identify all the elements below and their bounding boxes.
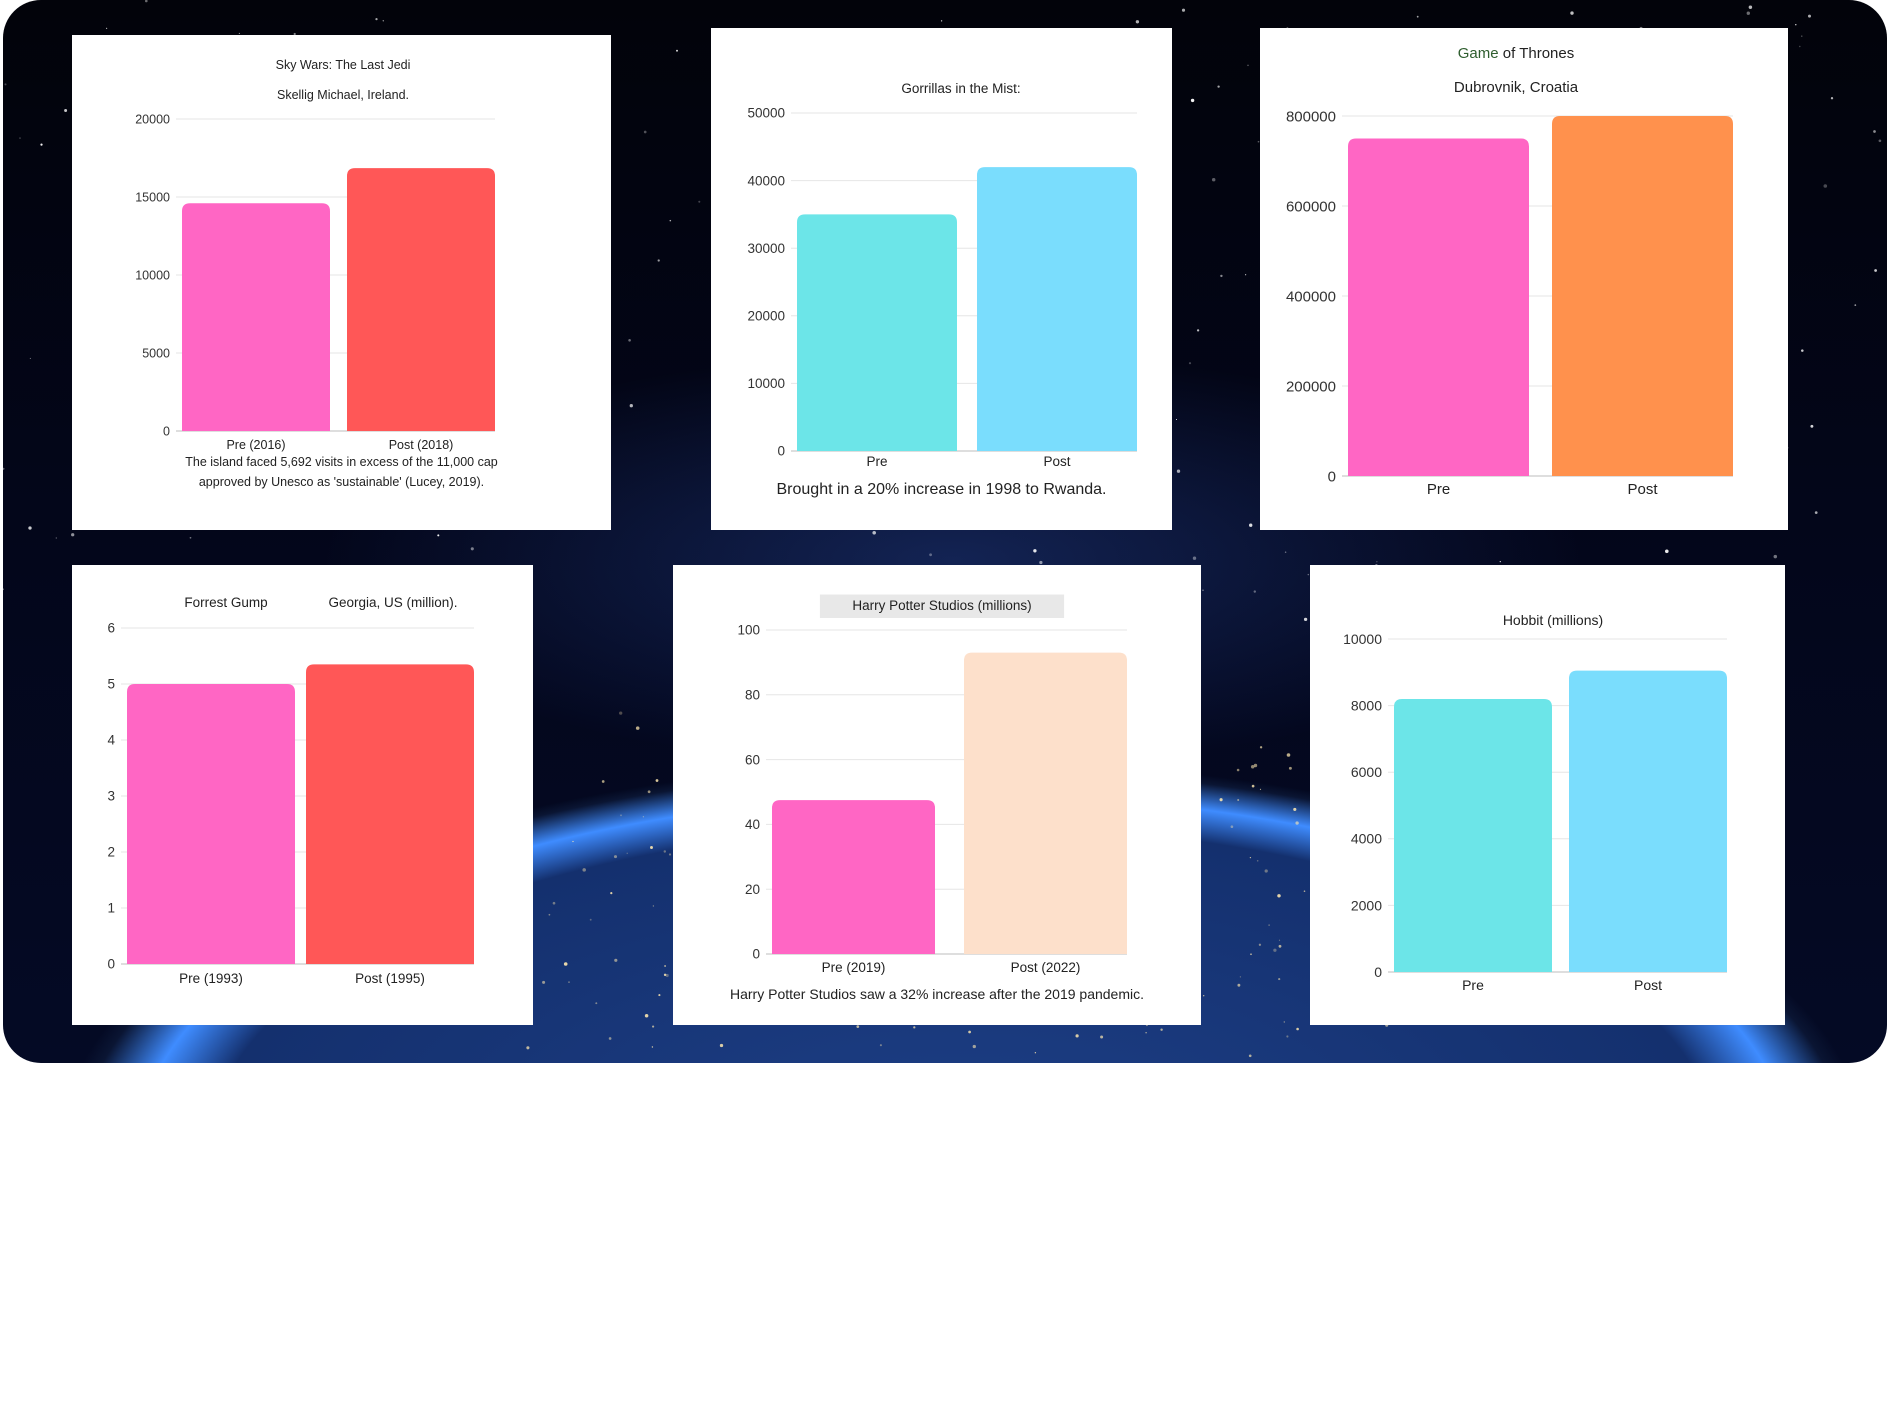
bar-pre xyxy=(182,203,330,431)
bar-post xyxy=(977,167,1137,451)
chart-panel-gorrillas: 0 10000 20000 30000 40000 50000 Pre Post Gorrill… xyxy=(711,28,1172,530)
x-category-label: Pre (2016) xyxy=(226,438,285,452)
chart-panel-game-of-thrones: 0 200000 400000 600000 800000 Pre Post Game of … xyxy=(1260,28,1788,530)
x-category-label: Post xyxy=(1634,977,1662,993)
y-tick-label: 15000 xyxy=(135,190,170,204)
bar-chart: 0 2000 4000 6000 8000 10000 Pre Post Hobbit (mil… xyxy=(1343,612,1727,993)
y-tick-label: 0 xyxy=(1374,964,1382,980)
y-tick-label: 5000 xyxy=(142,346,170,360)
bar-post xyxy=(306,664,474,964)
bar-chart: 0 10000 20000 30000 40000 50000 Pre Post Gorrill… xyxy=(747,81,1137,498)
y-tick-label: 200000 xyxy=(1286,378,1336,395)
chart-caption: Brought in a 20% increase in 1998 to Rwa… xyxy=(777,481,1107,498)
x-category-label: Pre (1993) xyxy=(179,971,243,986)
y-tick-label: 400000 xyxy=(1286,288,1336,305)
x-category-label: Post (2018) xyxy=(389,438,454,452)
y-tick-label: 0 xyxy=(107,957,115,972)
bar-chart: 0 20 40 60 80 100 Pre (2019) Post (2022) Harry P… xyxy=(730,594,1144,1002)
y-tick-label: 2000 xyxy=(1351,897,1382,913)
y-tick-label: 8000 xyxy=(1351,698,1382,714)
title-highlight xyxy=(819,594,1065,618)
y-tick-label: 10000 xyxy=(135,268,170,282)
bar-chart: 0 5000 10000 15000 20000 Pre (2016) Post (2018… xyxy=(135,58,498,489)
bar-pre xyxy=(1394,698,1552,972)
y-tick-label: 50000 xyxy=(747,106,785,121)
x-category-label: Pre xyxy=(1462,977,1484,993)
chart-caption: approved by Unesco as 'sustainable' (Luc… xyxy=(199,475,484,489)
x-category-label: Post (2022) xyxy=(1011,960,1081,975)
bar-pre xyxy=(1348,138,1529,476)
bar-chart: 0 1 2 3 4 5 6 Pre (1993) Post (1995) Forrest Gump… xyxy=(107,595,474,986)
chart-panel-forrest-gump: 0 1 2 3 4 5 6 Pre (1993) Post (1995) Forrest Gump… xyxy=(72,565,533,1025)
chart-panel-hobbit: 0 2000 4000 6000 8000 10000 Pre Post Hobbit (mil… xyxy=(1310,565,1785,1025)
y-tick-label: 0 xyxy=(777,444,785,459)
chart-panel-harry-potter: 0 20 40 60 80 100 Pre (2019) Post (2022) Harry P… xyxy=(673,565,1201,1025)
y-tick-label: 6000 xyxy=(1351,764,1382,780)
x-category-label: Pre xyxy=(1427,481,1450,498)
y-tick-label: 0 xyxy=(752,947,760,962)
y-tick-label: 600000 xyxy=(1286,198,1336,215)
bar-chart: 0 200000 400000 600000 800000 Pre Post Game of … xyxy=(1286,45,1733,498)
bar-post xyxy=(347,168,495,431)
bar-post xyxy=(964,652,1127,954)
chart-title: Dubrovnik, Croatia xyxy=(1454,79,1579,96)
y-tick-label: 80 xyxy=(745,688,760,703)
bar-post xyxy=(1552,116,1733,476)
bar-pre xyxy=(772,800,935,954)
chart-title: Skellig Michael, Ireland. xyxy=(277,88,409,102)
chart-title: Forrest Gump xyxy=(184,595,267,610)
y-tick-label: 3 xyxy=(107,789,115,804)
y-tick-label: 0 xyxy=(163,424,170,438)
y-tick-label: 5 xyxy=(107,677,115,692)
y-tick-label: 40000 xyxy=(747,173,785,188)
space-background: 0 5000 10000 15000 20000 Pre (2016) Post (2018… xyxy=(3,0,1887,1063)
y-tick-label: 20 xyxy=(745,882,760,897)
x-category-label: Pre (2019) xyxy=(822,960,886,975)
y-tick-label: 1 xyxy=(107,901,115,916)
y-tick-label: 6 xyxy=(107,621,115,636)
y-tick-label: 800000 xyxy=(1286,108,1336,125)
chart-title: Game of Thrones xyxy=(1458,45,1574,62)
x-category-label: Post (1995) xyxy=(355,971,425,986)
y-tick-label: 4 xyxy=(107,733,115,748)
y-tick-label: 4000 xyxy=(1351,831,1382,847)
chart-title: Georgia, US (million). xyxy=(328,595,457,610)
y-tick-label: 0 xyxy=(1328,468,1336,485)
chart-title: Harry Potter Studios (millions) xyxy=(852,598,1031,613)
chart-caption: The island faced 5,692 visits in excess … xyxy=(185,455,498,469)
chart-title: Gorrillas in the Mist: xyxy=(901,81,1020,96)
chart-panel-sky-wars: 0 5000 10000 15000 20000 Pre (2016) Post (2018… xyxy=(72,35,611,530)
y-tick-label: 40 xyxy=(745,817,760,832)
chart-title: Sky Wars: The Last Jedi xyxy=(276,58,411,72)
y-tick-label: 30000 xyxy=(747,241,785,256)
y-tick-label: 10000 xyxy=(747,376,785,391)
x-category-label: Post xyxy=(1627,481,1658,498)
y-tick-label: 2 xyxy=(107,845,115,860)
bar-pre xyxy=(797,214,957,451)
bar-pre xyxy=(127,684,295,964)
y-tick-label: 10000 xyxy=(1343,631,1382,647)
bar-post xyxy=(1569,670,1727,972)
y-tick-label: 60 xyxy=(745,752,760,767)
y-tick-label: 20000 xyxy=(135,112,170,126)
y-tick-label: 100 xyxy=(737,623,760,638)
chart-caption: Harry Potter Studios saw a 32% increase … xyxy=(730,986,1144,1002)
chart-title: Hobbit (millions) xyxy=(1503,612,1603,628)
x-category-label: Post xyxy=(1043,454,1070,469)
x-category-label: Pre xyxy=(866,454,887,469)
y-tick-label: 20000 xyxy=(747,309,785,324)
